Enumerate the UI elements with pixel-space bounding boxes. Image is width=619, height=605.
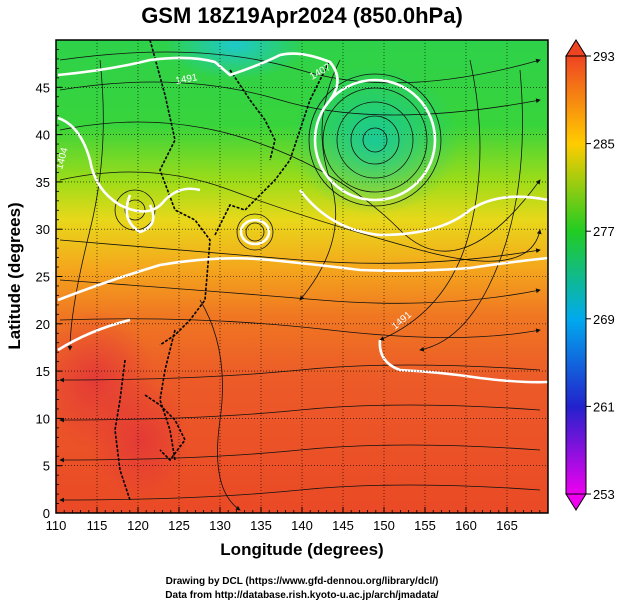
x-tick-label: 130 [209,518,231,533]
y-tick-label: 20 [36,317,50,332]
x-tick-label: 125 [168,518,190,533]
colorbar-tick-label: 293 [593,49,615,64]
colorbar-bottom-arrow [565,493,587,511]
lat-lon-grid [56,40,548,513]
x-tick-label: 110 [46,518,67,533]
y-tick-label: 0 [43,506,50,521]
x-tick-label: 145 [332,518,354,533]
x-tick-label: 165 [496,518,518,533]
colorbar-top-arrow [565,39,587,57]
colorbar: 253 261 269 277 285 293 [565,39,615,511]
x-axis-label: Longitude (degrees) [220,540,383,559]
colorbar-tick-label: 261 [593,399,615,414]
colorbar-tick-label: 253 [593,487,615,502]
y-axis-label: Latitude (degrees) [5,202,24,349]
colorbar-tick-label: 269 [593,312,615,327]
y-tick-label: 35 [36,175,50,190]
x-tick-label: 120 [127,518,149,533]
x-tick-label: 160 [455,518,477,533]
y-tick-label: 45 [36,80,50,95]
colorbar-ticks: 253 261 269 277 285 293 [586,49,615,502]
coastlines [114,40,331,501]
x-tick-label: 115 [87,518,108,533]
x-tick-label: 140 [291,518,313,533]
credit-drawing: Drawing by DCL (https://www.gfd-dennou.o… [166,576,439,587]
colorbar-tick-label: 277 [593,224,615,239]
y-tick-label: 5 [43,459,50,474]
y-tick-label: 30 [36,222,50,237]
colorbar-bar [565,55,587,495]
map-title: GSM 18Z19Apr2024 (850.0hPa) [141,3,463,28]
x-axis-ticks: 110 115 120 125 130 135 140 145 150 155 160 165 [46,507,541,533]
x-tick-label: 150 [373,518,395,533]
y-tick-label: 25 [36,270,50,285]
y-tick-label: 10 [36,411,50,426]
credit-data: Data from http://database.rish.kyoto-u.a… [165,590,439,601]
x-tick-label: 135 [250,518,272,533]
height-contours [57,52,548,384]
y-axis-ticks: 0 5 10 15 20 25 30 35 40 45 [36,49,62,521]
y-tick-label: 40 [36,128,50,143]
contour-label: 1491 [175,72,199,87]
y-tick-label: 15 [36,364,50,379]
x-tick-label: 155 [414,518,436,533]
colorbar-tick-label: 285 [593,137,615,152]
